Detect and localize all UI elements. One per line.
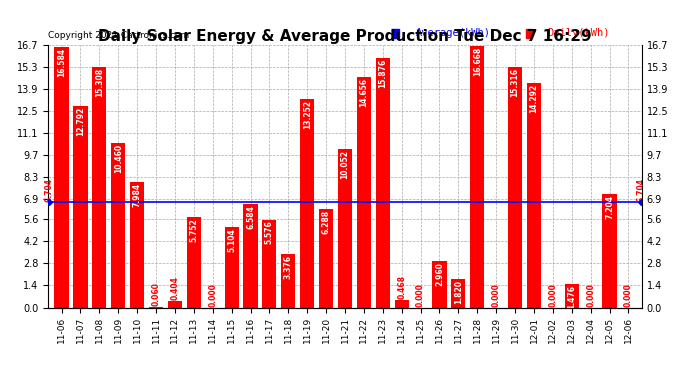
Bar bbox=[224, 227, 239, 308]
Bar bbox=[470, 45, 484, 308]
Text: 7.984: 7.984 bbox=[132, 183, 141, 207]
Text: 5.104: 5.104 bbox=[227, 228, 236, 252]
Text: 6.704: 6.704 bbox=[44, 178, 53, 202]
Text: 0.000: 0.000 bbox=[208, 283, 217, 307]
Text: 10.460: 10.460 bbox=[114, 144, 123, 173]
Bar bbox=[130, 182, 144, 308]
Text: 6.704: 6.704 bbox=[637, 178, 646, 202]
Text: 12.792: 12.792 bbox=[76, 107, 85, 136]
Text: 1.476: 1.476 bbox=[567, 285, 576, 309]
Bar bbox=[602, 194, 617, 308]
Text: 2.960: 2.960 bbox=[435, 262, 444, 286]
Title: Daily Solar Energy & Average Production Tue Dec 7 16:29: Daily Solar Energy & Average Production … bbox=[98, 29, 592, 44]
Bar bbox=[376, 58, 390, 308]
Text: 1.820: 1.820 bbox=[454, 280, 463, 304]
Bar bbox=[300, 99, 314, 308]
Bar bbox=[262, 220, 277, 308]
Text: 0.468: 0.468 bbox=[397, 275, 406, 299]
Text: 14.292: 14.292 bbox=[529, 84, 538, 113]
Bar bbox=[73, 106, 88, 308]
Text: 15.308: 15.308 bbox=[95, 68, 103, 97]
Bar bbox=[393, 28, 399, 39]
Bar bbox=[111, 143, 126, 308]
Bar bbox=[92, 67, 106, 308]
Text: Average(kWh): Average(kWh) bbox=[416, 28, 491, 39]
Bar bbox=[244, 204, 257, 308]
Text: 0.000: 0.000 bbox=[624, 283, 633, 307]
Text: Copyright 2021 Cartronics.com: Copyright 2021 Cartronics.com bbox=[48, 31, 190, 40]
Text: 15.316: 15.316 bbox=[511, 68, 520, 96]
Bar bbox=[451, 279, 466, 308]
Bar bbox=[395, 300, 408, 307]
Text: 3.376: 3.376 bbox=[284, 255, 293, 279]
Text: 0.060: 0.060 bbox=[152, 282, 161, 306]
Text: Daily(kWh): Daily(kWh) bbox=[546, 28, 609, 39]
Text: 13.252: 13.252 bbox=[303, 100, 312, 129]
Text: 14.656: 14.656 bbox=[359, 78, 368, 107]
Text: 5.752: 5.752 bbox=[189, 218, 198, 242]
Text: 16.668: 16.668 bbox=[473, 46, 482, 75]
Bar bbox=[564, 284, 579, 308]
Text: 0.000: 0.000 bbox=[492, 283, 501, 307]
Text: 6.288: 6.288 bbox=[322, 210, 331, 234]
Bar bbox=[338, 150, 352, 308]
Text: 5.576: 5.576 bbox=[265, 220, 274, 245]
Text: 0.000: 0.000 bbox=[549, 283, 558, 307]
Bar bbox=[149, 306, 163, 308]
Text: 0.000: 0.000 bbox=[416, 283, 425, 307]
Bar bbox=[527, 83, 541, 308]
Text: 16.584: 16.584 bbox=[57, 48, 66, 77]
Text: 0.404: 0.404 bbox=[170, 276, 179, 300]
Bar bbox=[55, 47, 68, 308]
Text: 0.000: 0.000 bbox=[586, 283, 595, 307]
Bar bbox=[282, 254, 295, 308]
Bar bbox=[526, 28, 532, 39]
Bar bbox=[319, 209, 333, 308]
Bar bbox=[508, 67, 522, 308]
Bar bbox=[168, 301, 182, 307]
Bar bbox=[357, 77, 371, 308]
Bar bbox=[187, 217, 201, 308]
Text: 15.876: 15.876 bbox=[378, 59, 387, 88]
Text: 7.204: 7.204 bbox=[605, 195, 614, 219]
Bar bbox=[433, 261, 446, 308]
Text: 10.052: 10.052 bbox=[340, 150, 350, 179]
Text: 6.584: 6.584 bbox=[246, 205, 255, 229]
